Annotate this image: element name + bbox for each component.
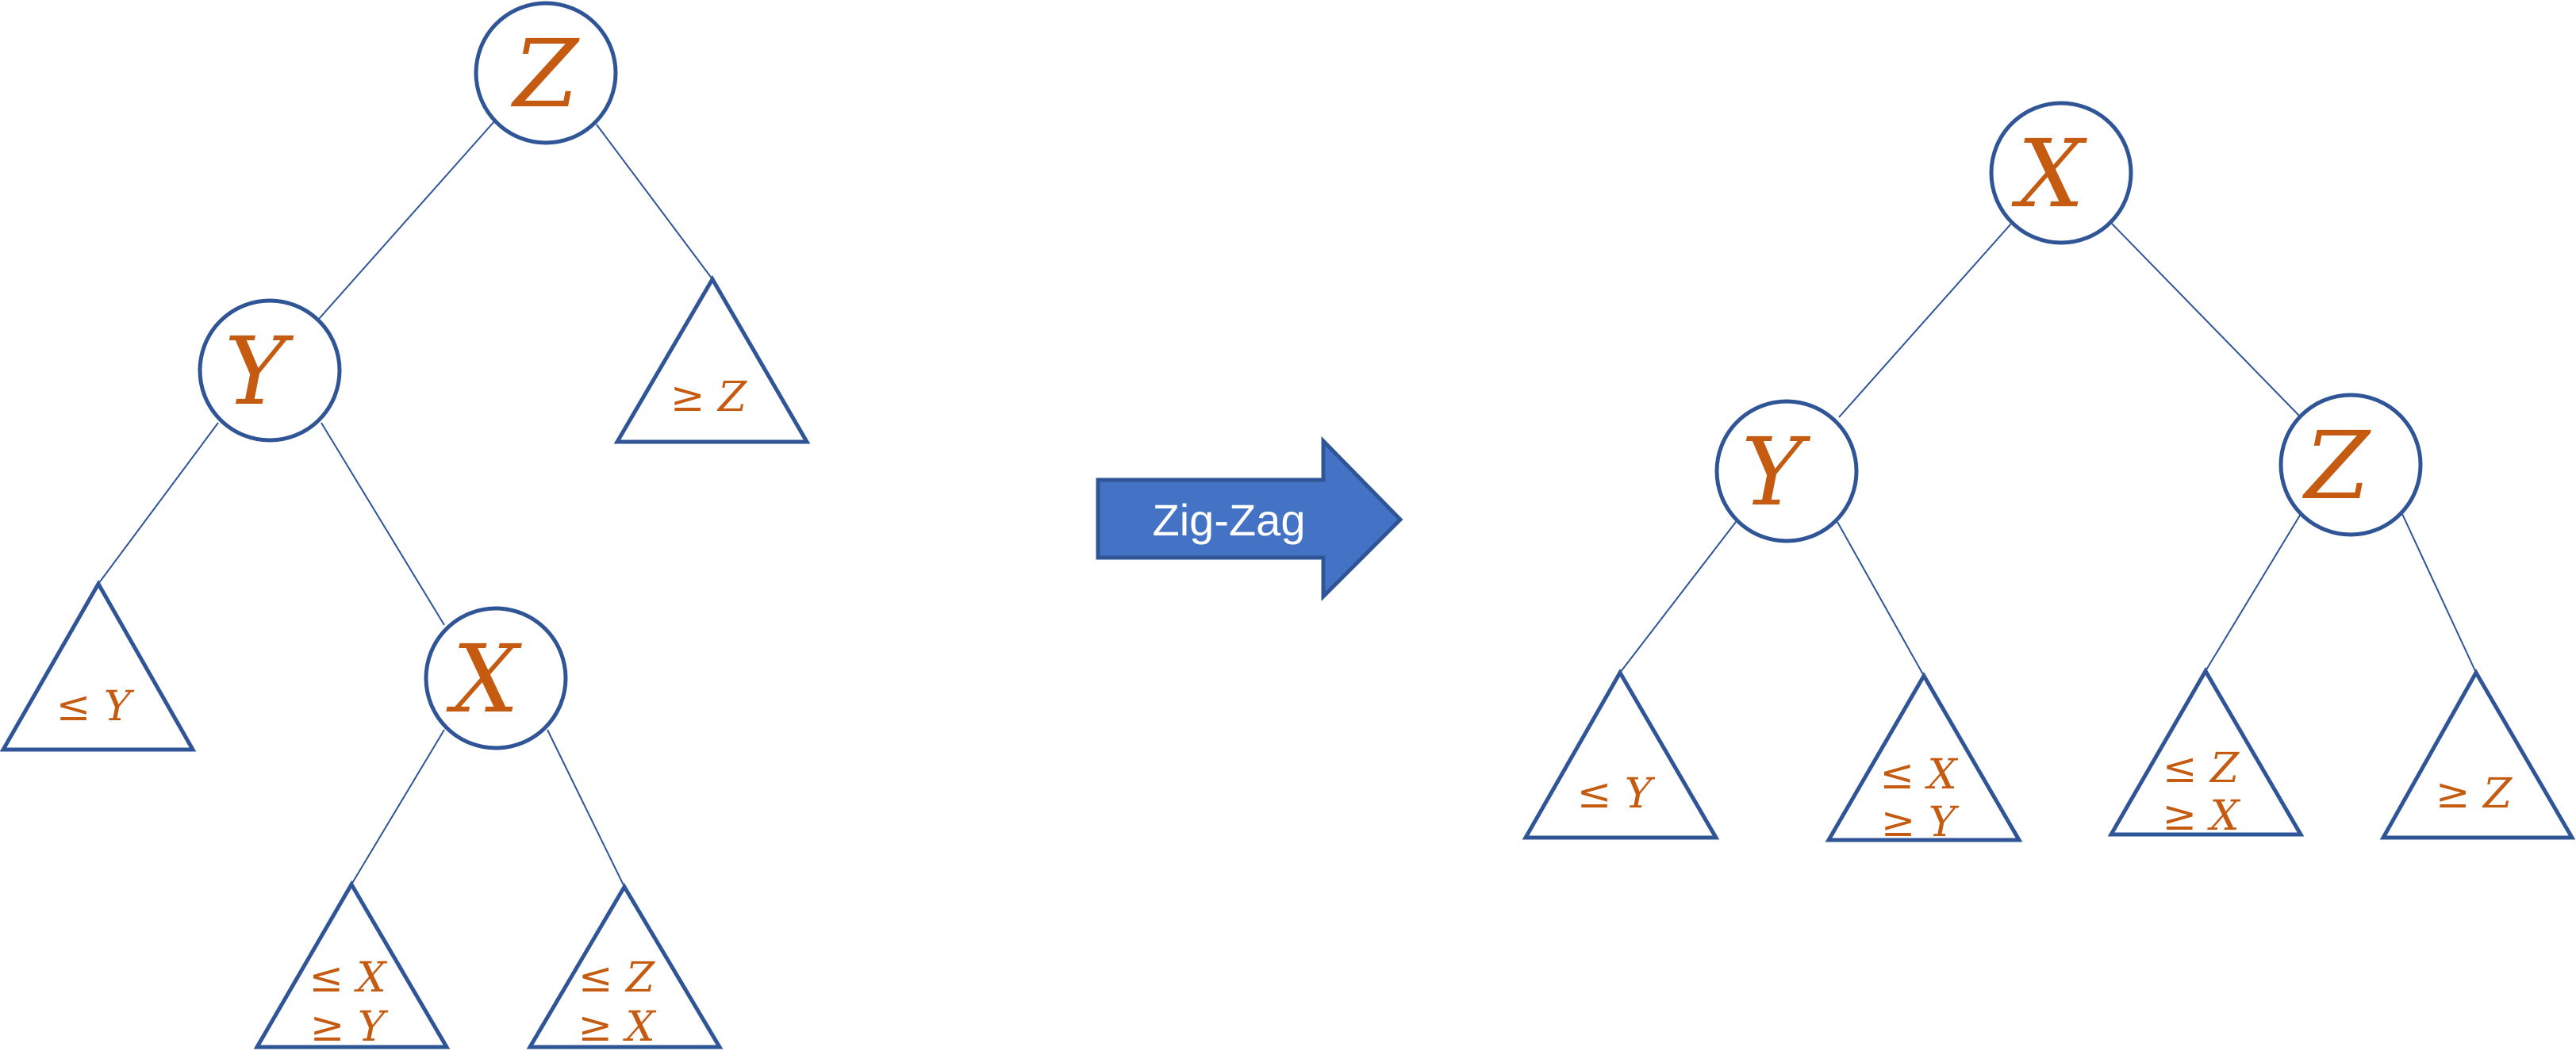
node-x: X — [1989, 101, 2133, 245]
subtree-label: ≥ Y — [310, 1003, 389, 1051]
edge-z-left-subtree — [2205, 513, 2302, 672]
subtree-label: ≥ Y — [1881, 799, 1960, 846]
node-z: Z — [474, 1, 618, 145]
edge-y-left-subtree — [1619, 521, 1737, 673]
subtree-label: ≥ Z — [670, 374, 747, 421]
node-label: Y — [1741, 417, 1811, 527]
before-tree: ≥ Z ≤ Y ≤ X ≥ Y ≤ Z ≥ X Z Y X — [0, 1, 811, 1051]
edge-x-z — [2111, 223, 2300, 416]
subtree-label: ≤ Z — [2163, 745, 2240, 792]
subtree-label: ≥ X — [578, 1003, 656, 1051]
node-z: Z — [2278, 393, 2423, 537]
node-label: Z — [2302, 411, 2371, 520]
subtree-x-right: ≤ Z ≥ X — [526, 883, 724, 1051]
subtree-label: ≤ Y — [56, 683, 135, 731]
arrow-label: Zig-Zag — [1153, 495, 1306, 545]
edge-y-x — [321, 422, 445, 626]
node-x: X — [424, 606, 568, 750]
node-y: Y — [198, 298, 342, 443]
node-label: X — [2011, 119, 2087, 228]
edge-z-y — [318, 120, 496, 320]
node-label: X — [446, 624, 522, 734]
subtree-label: ≤ X — [1879, 751, 1958, 799]
edge-z-subtree — [596, 124, 713, 280]
zig-zag-arrow: Zig-Zag — [1096, 435, 1403, 602]
edge-x-right-subtree — [547, 729, 625, 888]
edge-y-subtree — [98, 422, 219, 585]
subtree-z-right: ≥ Z — [2379, 668, 2576, 840]
subtree-z-left: ≤ Z ≥ X — [2107, 667, 2305, 840]
subtree-label: ≤ X — [309, 954, 387, 1002]
node-label: Y — [225, 316, 294, 426]
edge-x-left-subtree — [351, 729, 445, 885]
subtree-root-right: ≥ Z — [613, 275, 811, 444]
subtree-x-left: ≤ X ≥ Y — [253, 880, 451, 1051]
subtree-y-left: ≤ Y — [0, 579, 197, 752]
subtree-label: ≤ Y — [1577, 770, 1656, 818]
after-tree: ≤ Y ≤ X ≥ Y ≤ Z ≥ X ≥ Z X Y Z — [1522, 101, 2576, 846]
node-label: Z — [510, 19, 580, 128]
subtree-y-left: ≤ Y — [1522, 668, 1720, 840]
edge-z-right-subtree — [2401, 513, 2477, 673]
edge-x-y — [1838, 223, 2012, 418]
subtree-label: ≤ Z — [578, 954, 655, 1002]
subtree-y-right: ≤ X ≥ Y — [1825, 672, 2023, 846]
subtree-label: ≥ Z — [2436, 770, 2513, 818]
node-y: Y — [1714, 399, 1859, 543]
edge-y-right-subtree — [1837, 521, 1925, 677]
subtree-label: ≥ X — [2162, 792, 2240, 840]
